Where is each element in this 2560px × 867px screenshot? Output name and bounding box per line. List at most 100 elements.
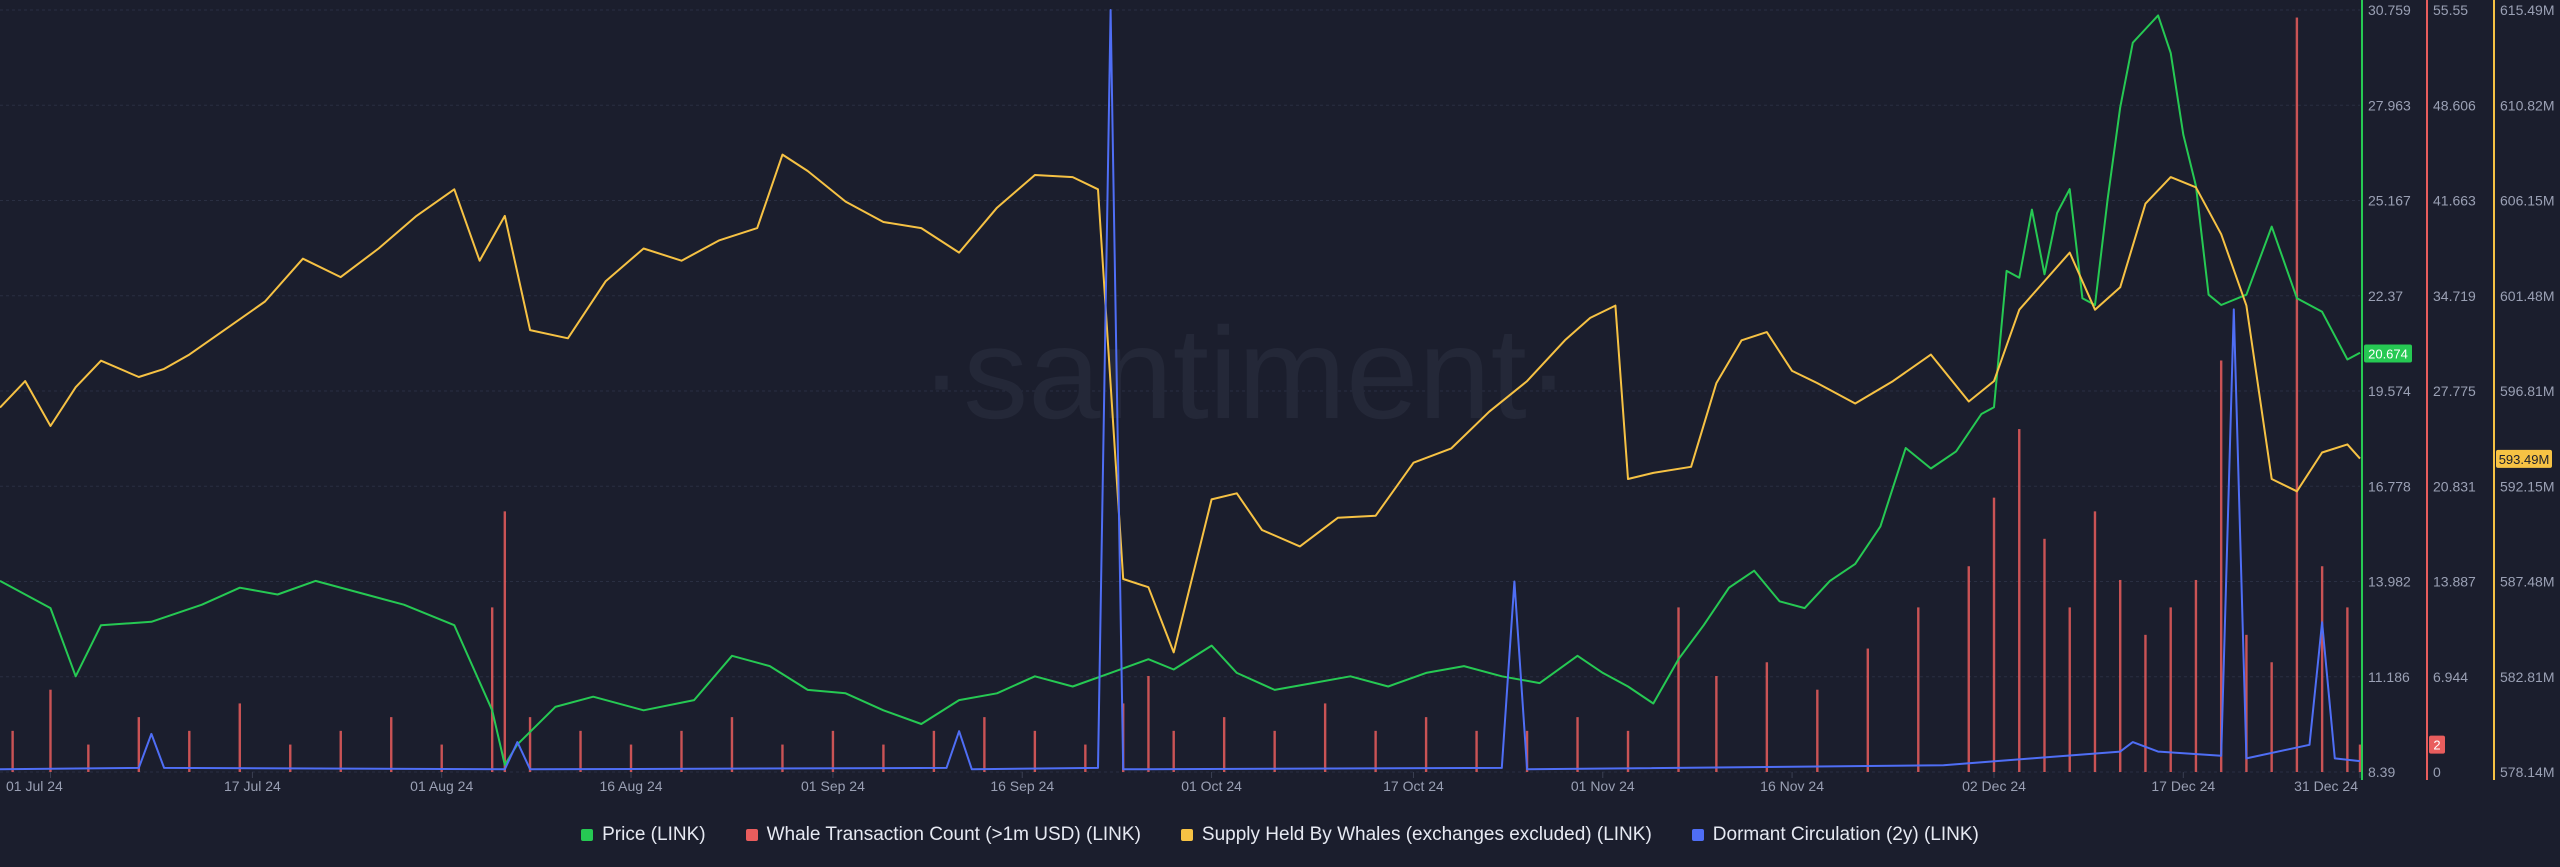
whale-tx-bar bbox=[680, 730, 683, 772]
supply-tick-label: 592.15M bbox=[2500, 478, 2554, 494]
whale-tx-tick-label: 41.663 bbox=[2433, 193, 2476, 209]
whale-tx-bar bbox=[1172, 730, 1175, 772]
whale-tx-bar bbox=[2245, 634, 2248, 772]
legend-label: Supply Held By Whales (exchanges exclude… bbox=[1201, 824, 1652, 845]
whale-tx-bar bbox=[1084, 744, 1087, 772]
whale-tx-bar bbox=[2119, 579, 2122, 772]
legend-item[interactable]: Whale Transaction Count (>1m USD) (LINK) bbox=[745, 824, 1141, 846]
x-tick-label: 31 Dec 24 bbox=[2294, 778, 2358, 794]
price-tick-label: 27.963 bbox=[2368, 97, 2411, 113]
whale-tx-bar bbox=[87, 744, 90, 772]
whale-tx-tick-label: 0 bbox=[2433, 764, 2441, 780]
whale-tx-bar bbox=[2018, 429, 2021, 772]
whale-tx-tick-label: 55.55 bbox=[2433, 2, 2468, 18]
whale-tx-bar bbox=[1765, 662, 1769, 772]
x-tick-label: 16 Nov 24 bbox=[1760, 778, 1824, 794]
whale-tx-bar bbox=[1424, 717, 1428, 772]
whale-tx-bar bbox=[629, 744, 633, 772]
x-tick-label: 01 Oct 24 bbox=[1181, 778, 1242, 794]
whale-tx-bar bbox=[781, 744, 784, 772]
whale-tx-bar bbox=[490, 607, 494, 772]
whale-tx-bar bbox=[238, 703, 241, 772]
whale-tx-bar bbox=[1992, 497, 1996, 772]
whale-tx-bar bbox=[503, 511, 507, 772]
whale-tx-bar bbox=[932, 730, 936, 772]
supply-tick-label: 610.82M bbox=[2500, 97, 2554, 113]
x-tick-label: 16 Sep 24 bbox=[990, 778, 1054, 794]
price-tick-label: 30.759 bbox=[2368, 2, 2411, 18]
whale-tx-bar bbox=[440, 744, 443, 772]
x-tick-label: 01 Nov 24 bbox=[1571, 778, 1635, 794]
supply-current-value: 593.49M bbox=[2499, 452, 2550, 467]
whale-tx-bar bbox=[49, 689, 52, 772]
legend-swatch bbox=[745, 829, 758, 841]
whale-tx-bar bbox=[1273, 730, 1276, 772]
x-tick-label: 01 Aug 24 bbox=[410, 778, 473, 794]
whale-tx-bar bbox=[1033, 730, 1037, 772]
whale-tx-bar bbox=[1576, 717, 1579, 772]
price-tick-label: 11.186 bbox=[2368, 669, 2410, 685]
whale-tx-tick-label: 27.775 bbox=[2433, 383, 2476, 399]
chart-svg: ·santiment· 01 Jul 24 17 Jul 24 01 Aug 24 16… bbox=[0, 0, 2554, 794]
whale-tx-bar bbox=[983, 717, 986, 772]
whale-tx-bar bbox=[137, 717, 141, 772]
whale-tx-bar bbox=[882, 744, 885, 772]
whale-tx-bar bbox=[188, 730, 191, 772]
supply-tick-label: 578.14M bbox=[2500, 764, 2554, 780]
whale-tx-bar bbox=[1525, 730, 1529, 772]
supply-tick-label: 587.48M bbox=[2500, 574, 2554, 590]
whale-tx-tick-label: 6.944 bbox=[2433, 669, 2468, 685]
whale-tx-bar bbox=[831, 730, 835, 772]
legend-item[interactable]: Supply Held By Whales (exchanges exclude… bbox=[1180, 824, 1652, 846]
x-tick-label: 17 Oct 24 bbox=[1383, 778, 1444, 794]
price-tick-label: 19.574 bbox=[2368, 383, 2411, 399]
whale-tx-bar bbox=[2144, 634, 2147, 772]
whale-tx-bar bbox=[2295, 17, 2299, 772]
whale-tx-tick-label: 20.831 bbox=[2433, 478, 2476, 494]
watermark-text: ·santiment· bbox=[920, 300, 1570, 446]
whale-tx-bar bbox=[1222, 717, 1226, 772]
whale-tx-bar bbox=[1866, 648, 1870, 772]
whale-tx-bar bbox=[1626, 730, 1630, 772]
whale-tx-bar bbox=[2093, 511, 2097, 772]
supply-line bbox=[0, 153, 2361, 654]
whale-tx-bar bbox=[1374, 730, 1377, 772]
supply-tick-label: 582.81M bbox=[2500, 669, 2554, 685]
whale-tx-bar bbox=[2346, 607, 2349, 772]
x-tick-label: 17 Jul 24 bbox=[224, 778, 281, 794]
whale-tx-bar bbox=[1816, 689, 1819, 772]
legend-label: Whale Transaction Count (>1m USD) (LINK) bbox=[766, 824, 1141, 845]
whale-tx-bar bbox=[1715, 675, 1718, 772]
price-tick-label: 25.167 bbox=[2368, 193, 2411, 209]
x-tick-label: 01 Sep 24 bbox=[801, 778, 865, 794]
whale-tx-bar bbox=[2358, 744, 2362, 772]
whale-tx-tick-label: 48.606 bbox=[2433, 97, 2476, 113]
legend-swatch bbox=[1691, 829, 1704, 841]
supply-tick-label: 596.81M bbox=[2500, 383, 2554, 399]
legend-item[interactable]: Dormant Circulation (2y) (LINK) bbox=[1691, 824, 1979, 846]
whale-tx-bar bbox=[2219, 360, 2223, 772]
chart-legend: Price (LINK) Whale Transaction Count (>1m… bbox=[0, 820, 2560, 850]
whale-tx-tick-label: 34.719 bbox=[2433, 288, 2476, 304]
whale-tx-bar bbox=[1967, 566, 1970, 772]
x-tick-label: 17 Dec 24 bbox=[2151, 778, 2215, 794]
whale-tx-bar bbox=[1917, 607, 1920, 772]
price-tick-label: 22.37 bbox=[2368, 288, 2403, 304]
whale-tx-bar bbox=[289, 744, 292, 772]
whale-tx-bar bbox=[579, 730, 582, 772]
supply-current-badge bbox=[2496, 449, 2552, 468]
whale-tx-bar bbox=[1147, 675, 1150, 772]
x-tick-label: 16 Aug 24 bbox=[599, 778, 662, 794]
supply-tick-label: 601.48M bbox=[2500, 288, 2554, 304]
whale-tx-bar bbox=[2270, 662, 2273, 772]
supply-tick-label: 615.49M bbox=[2500, 2, 2554, 18]
whale-tx-bar bbox=[2068, 607, 2071, 772]
price-current-value: 20.674 bbox=[2368, 347, 2408, 362]
whale-tx-bar bbox=[2320, 566, 2324, 772]
whale-tx-bar bbox=[2043, 538, 2046, 772]
legend-item[interactable]: Price (LINK) bbox=[581, 824, 706, 846]
whale-tx-bar bbox=[2169, 607, 2172, 772]
x-tick-label: 02 Dec 24 bbox=[1962, 778, 2026, 794]
legend-label: Dormant Circulation (2y) (LINK) bbox=[1712, 824, 1979, 845]
